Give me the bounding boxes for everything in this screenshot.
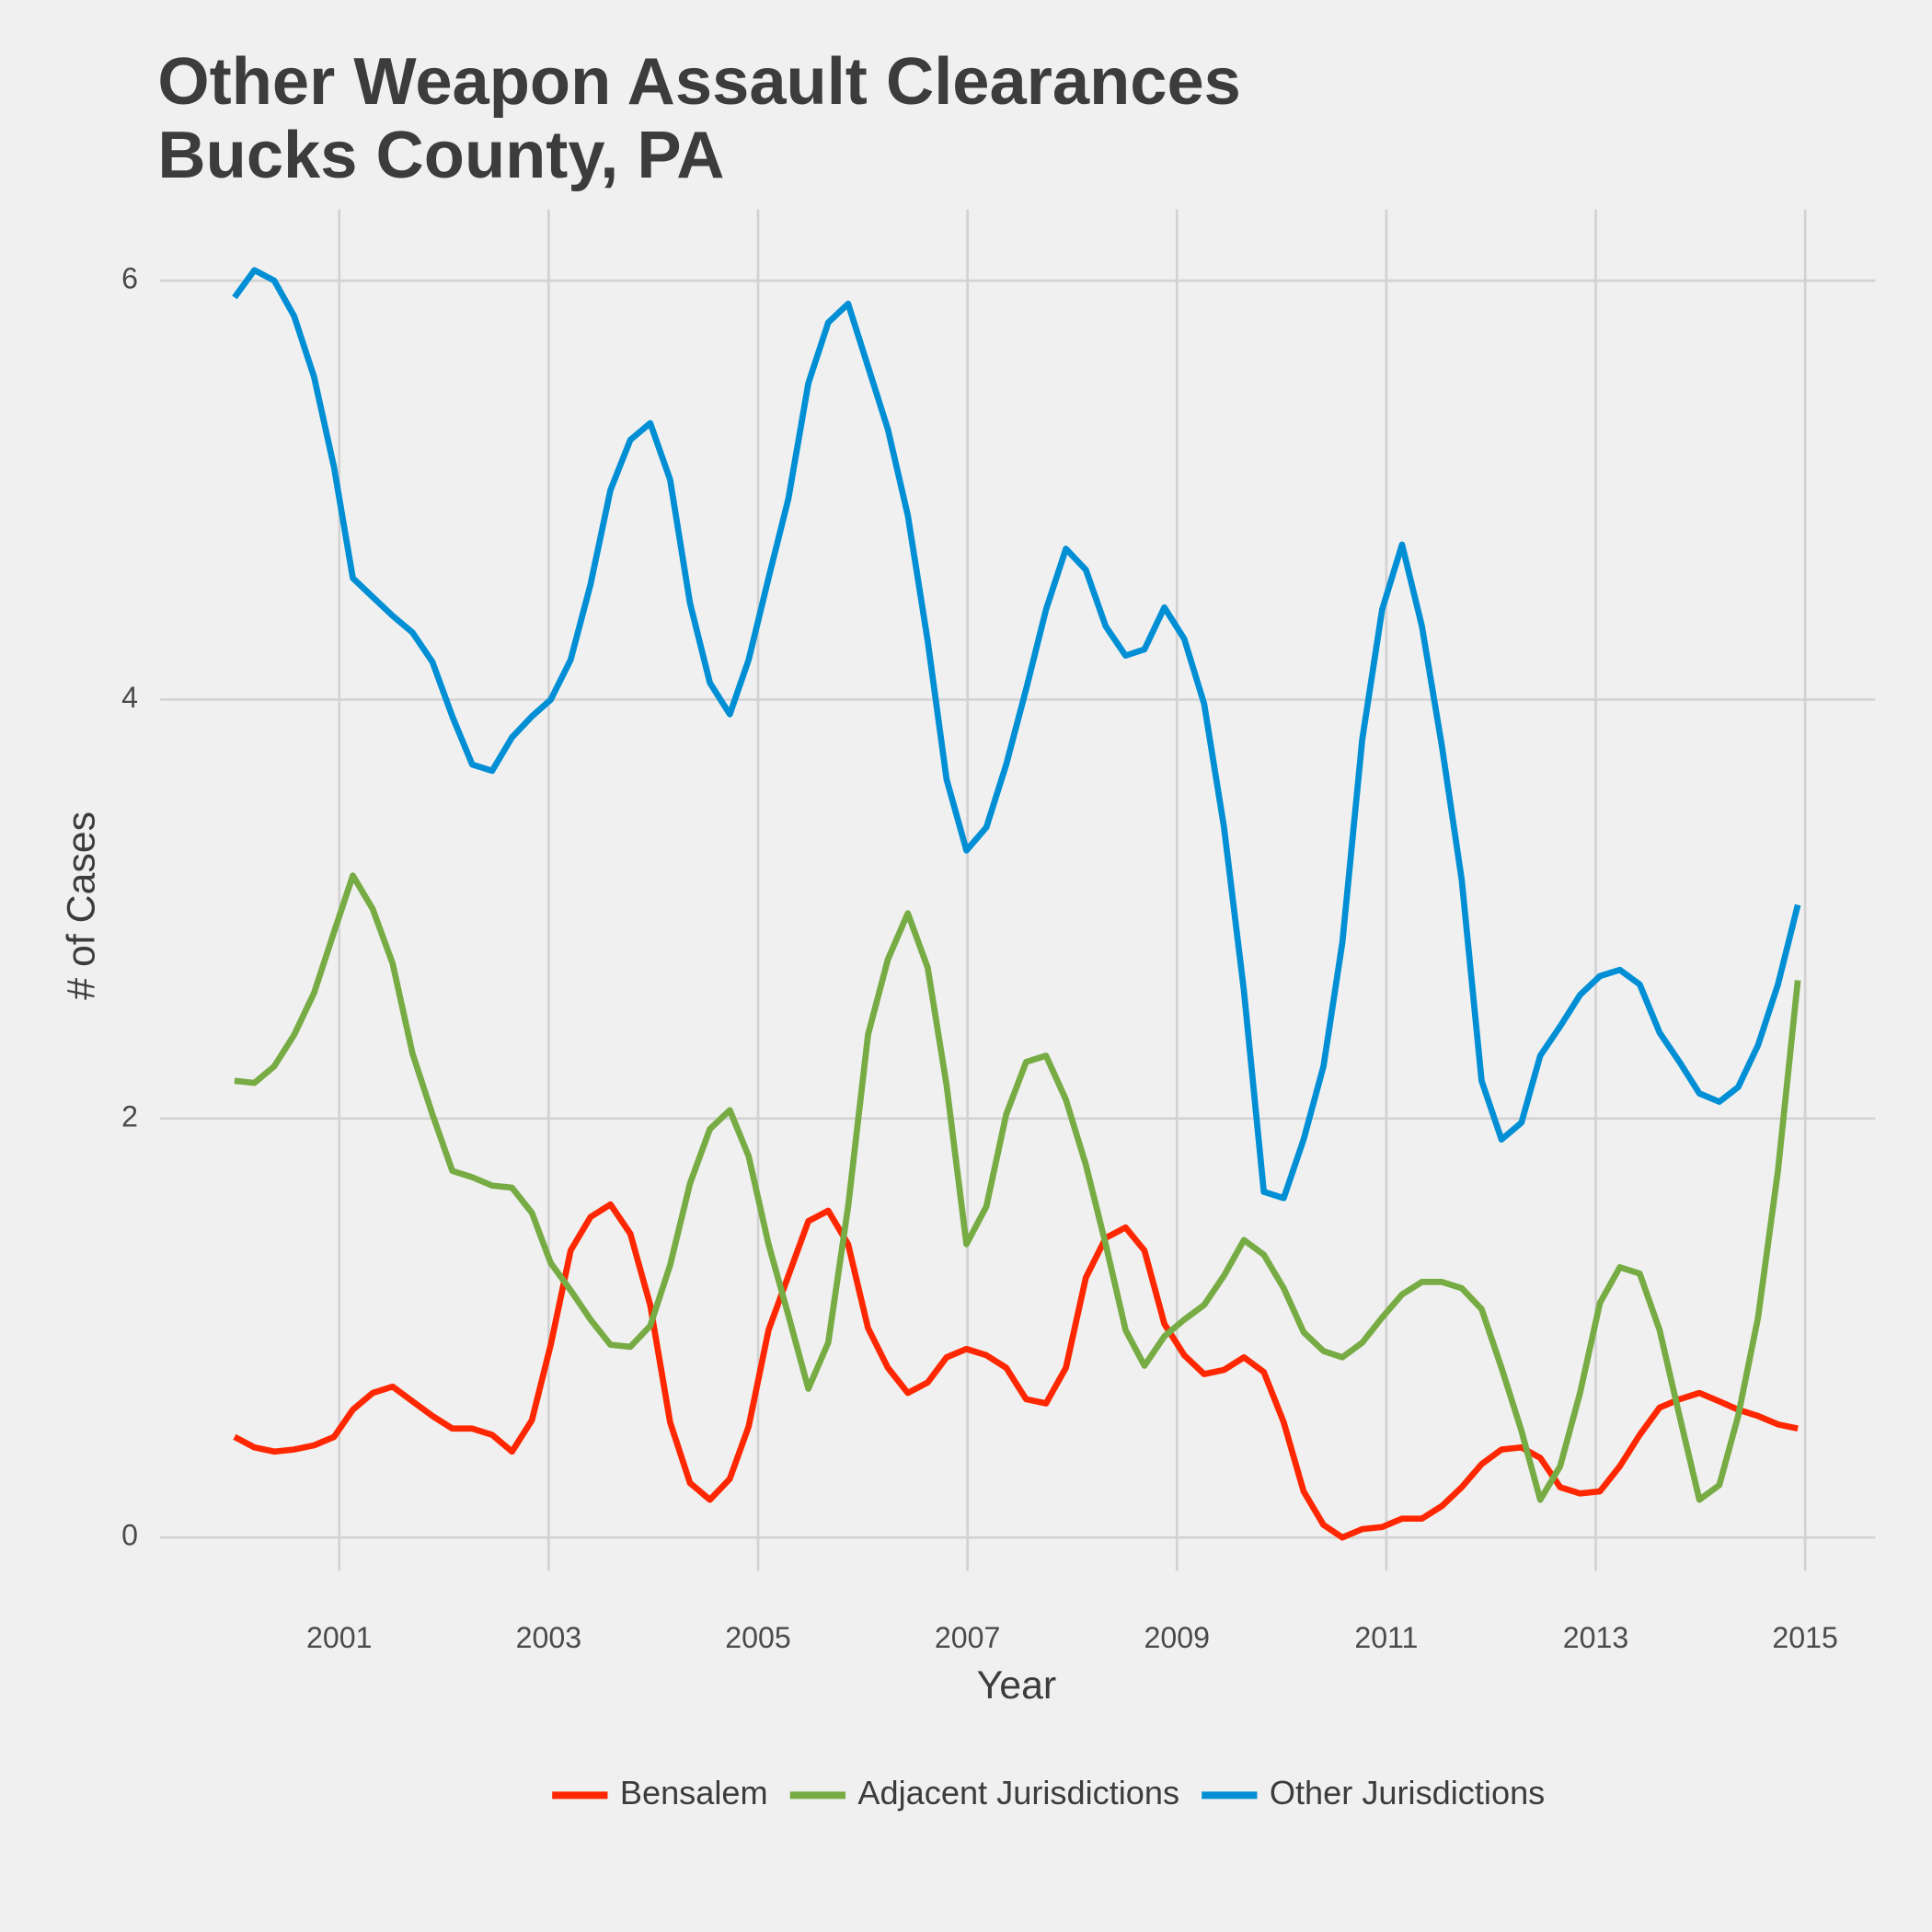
legend-label: Bensalem bbox=[620, 1774, 768, 1811]
y-tick-label: 4 bbox=[121, 681, 138, 714]
legend-item: Adjacent Jurisdictions bbox=[789, 1774, 1179, 1811]
x-tick-label: 2003 bbox=[516, 1621, 581, 1654]
y-axis-title: # of Cases bbox=[59, 811, 103, 1000]
x-tick-label: 2015 bbox=[1772, 1621, 1837, 1654]
legend-label: Adjacent Jurisdictions bbox=[857, 1774, 1179, 1811]
x-axis-title: Year bbox=[977, 1663, 1057, 1708]
chart-title: Other Weapon Assault Clearances bbox=[157, 45, 1240, 119]
legend-item: Other Jurisdictions bbox=[1202, 1774, 1545, 1811]
y-tick-label: 6 bbox=[121, 262, 138, 295]
x-tick-label: 2007 bbox=[935, 1621, 1000, 1654]
lines bbox=[232, 267, 1801, 1541]
x-tick-label: 2005 bbox=[725, 1621, 790, 1654]
series-line bbox=[232, 267, 1801, 1202]
legend: Bensalem Adjacent Jurisdictions Other Juri… bbox=[552, 1774, 1545, 1811]
series-line bbox=[234, 872, 1801, 1503]
legend-label: Other Jurisdictions bbox=[1270, 1774, 1545, 1811]
series-line bbox=[233, 1201, 1799, 1541]
chart-title: Bucks County, PA bbox=[157, 119, 724, 192]
y-tick-label: 0 bbox=[121, 1519, 138, 1552]
x-tick-label: 2011 bbox=[1354, 1621, 1418, 1654]
x-tick-label: 2001 bbox=[306, 1621, 372, 1654]
x-tick-label: 2009 bbox=[1144, 1621, 1210, 1654]
x-tick-label: 2013 bbox=[1563, 1621, 1628, 1654]
y-tick-label: 2 bbox=[121, 1099, 138, 1133]
legend-item: Bensalem bbox=[552, 1774, 768, 1811]
